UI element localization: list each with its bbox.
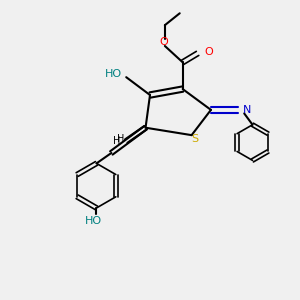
Text: H: H (117, 134, 125, 144)
Text: O: O (159, 37, 168, 46)
Text: H: H (113, 136, 121, 146)
Text: S: S (192, 134, 199, 144)
Text: N: N (243, 105, 251, 115)
Text: HO: HO (105, 69, 122, 79)
Text: HO: HO (85, 216, 102, 226)
Text: O: O (204, 47, 213, 57)
